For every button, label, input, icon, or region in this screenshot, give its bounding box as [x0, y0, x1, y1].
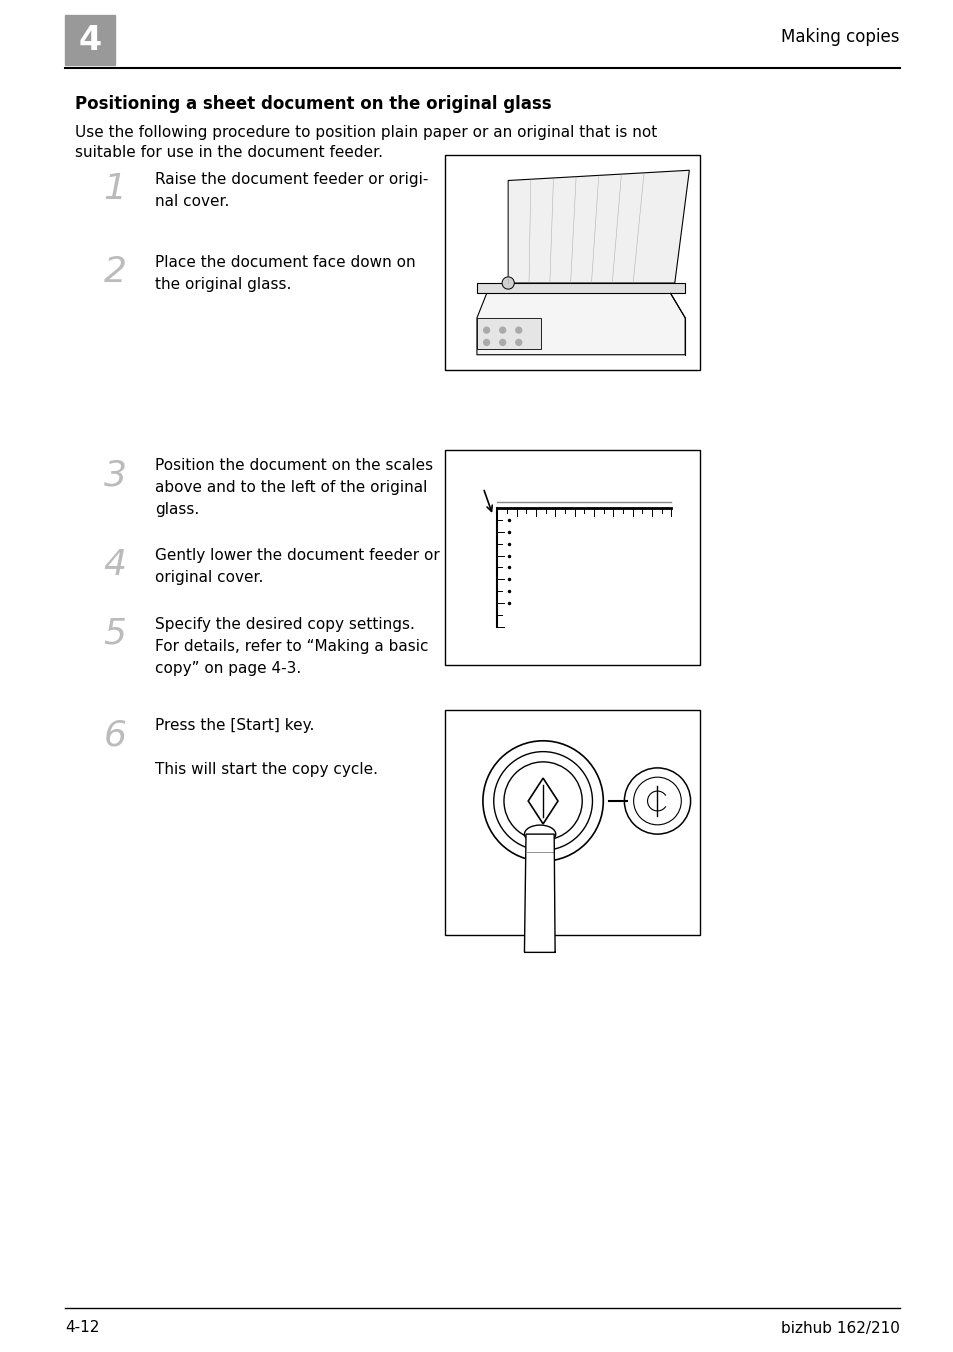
Text: Making copies: Making copies — [781, 28, 899, 46]
Text: 5: 5 — [103, 617, 127, 652]
Bar — [65, 15, 115, 65]
Text: Specify the desired copy settings.
For details, refer to “Making a basic
copy” o: Specify the desired copy settings. For d… — [154, 617, 428, 676]
Text: 1: 1 — [103, 172, 127, 206]
Text: 3: 3 — [103, 458, 127, 492]
Circle shape — [499, 327, 505, 333]
Polygon shape — [524, 834, 556, 952]
Text: Raise the document feeder or origi-
nal cover.: Raise the document feeder or origi- nal … — [154, 172, 428, 210]
Text: 4: 4 — [103, 548, 127, 581]
Text: Press the [Start] key.

This will start the copy cycle.: Press the [Start] key. This will start t… — [154, 718, 377, 777]
Bar — [476, 283, 684, 293]
Text: Place the document face down on
the original glass.: Place the document face down on the orig… — [154, 256, 416, 292]
Ellipse shape — [524, 825, 556, 844]
Text: bizhub 162/210: bizhub 162/210 — [781, 1321, 899, 1336]
Bar — [444, 450, 700, 665]
Circle shape — [499, 339, 505, 345]
Circle shape — [516, 327, 521, 333]
Polygon shape — [476, 293, 684, 354]
Circle shape — [483, 327, 489, 333]
Text: Positioning a sheet document on the original glass: Positioning a sheet document on the orig… — [75, 95, 551, 114]
Text: 2: 2 — [103, 256, 127, 289]
Text: 4: 4 — [78, 23, 101, 57]
Circle shape — [501, 277, 514, 289]
Text: suitable for use in the document feeder.: suitable for use in the document feeder. — [75, 145, 382, 160]
Circle shape — [483, 339, 489, 345]
Text: Position the document on the scales
above and to the left of the original
glass.: Position the document on the scales abov… — [154, 458, 433, 518]
Polygon shape — [508, 170, 689, 283]
Text: 4-12: 4-12 — [65, 1321, 99, 1336]
Bar — [444, 710, 700, 936]
Text: Gently lower the document feeder or
original cover.: Gently lower the document feeder or orig… — [154, 548, 439, 585]
Text: Use the following procedure to position plain paper or an original that is not: Use the following procedure to position … — [75, 124, 657, 141]
Text: 6: 6 — [103, 718, 127, 752]
Bar — [444, 155, 700, 370]
Bar — [476, 318, 540, 349]
Circle shape — [516, 339, 521, 345]
